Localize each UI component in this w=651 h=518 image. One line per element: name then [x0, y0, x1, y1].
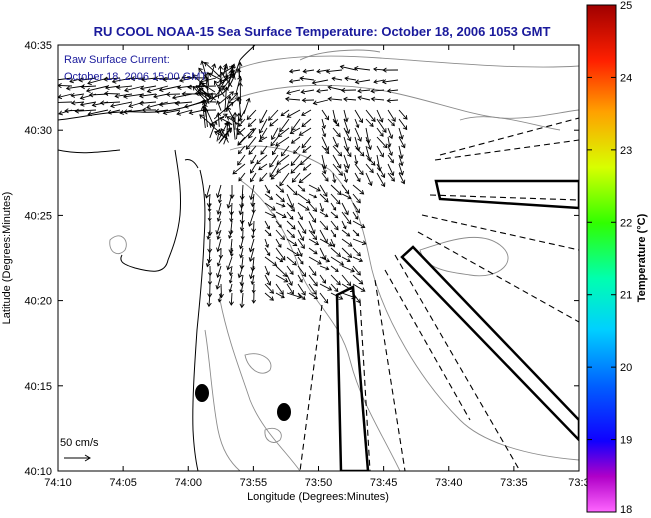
- annotation-line-2: October 18, 2006 15:00 GMT: [64, 71, 207, 83]
- colorbar-label: Temperature (°C): [636, 213, 648, 302]
- station-markers: [195, 384, 291, 421]
- y-axis-label: Latitude (Degrees:Minutes): [1, 192, 13, 325]
- annotation-line-1: Raw Surface Current:: [64, 54, 170, 66]
- colorbar-tick-label: 25: [620, 0, 632, 12]
- y-tick-label: 40:20: [24, 296, 52, 308]
- radial-lines: [299, 117, 579, 471]
- y-tick-label: 40:15: [24, 381, 52, 393]
- y-axis-ticks: 40:35 40:30 40:25 40:20 40:15 40:10: [24, 40, 579, 478]
- colorbar: 25 24 23 22 21 20 19 18 Temperature (°C): [586, 0, 648, 516]
- x-tick-label: 73:3: [568, 477, 589, 489]
- scale-arrow: [64, 454, 91, 462]
- x-tick-label: 73:50: [305, 477, 333, 489]
- map-plot-area: Raw Surface Current: October 18, 2006 15…: [57, 44, 580, 472]
- x-tick-label: 73:45: [370, 477, 398, 489]
- colorbar-tick-label: 22: [620, 217, 632, 229]
- x-tick-label: 73:40: [435, 477, 463, 489]
- colorbar-tick-label: 19: [620, 435, 632, 447]
- colorbar-tick-label: 18: [620, 504, 632, 516]
- current-vectors: [58, 60, 408, 309]
- y-tick-label: 40:35: [24, 40, 52, 52]
- colorbar-tick-label: 21: [620, 290, 632, 302]
- x-tick-label: 74:05: [109, 477, 137, 489]
- x-axis-ticks: 74:10 74:05 74:00 73:55 73:50 73:45 73:40 73:35…: [44, 45, 590, 489]
- chart-title: RU COOL NOAA-15 Sea Surface Temperature:…: [94, 24, 551, 39]
- colorbar-tick-label: 23: [620, 145, 632, 157]
- x-tick-label: 74:10: [44, 477, 72, 489]
- y-tick-label: 40:25: [24, 210, 52, 222]
- scale-label: 50 cm/s: [60, 437, 99, 449]
- colorbar-ticks: 25 24 23 22 21 20 19 18: [587, 0, 632, 516]
- y-tick-label: 40:30: [24, 125, 52, 137]
- x-tick-label: 73:35: [500, 477, 528, 489]
- survey-corridors: [335, 179, 579, 471]
- x-axis-label: Longitude (Degrees:Minutes): [247, 491, 389, 503]
- y-tick-label: 40:10: [24, 466, 52, 478]
- colorbar-gradient: [586, 4, 617, 513]
- x-tick-label: 73:55: [240, 477, 268, 489]
- colorbar-tick-label: 20: [620, 362, 632, 374]
- colorbar-tick-label: 24: [620, 72, 632, 84]
- x-tick-label: 74:00: [174, 477, 202, 489]
